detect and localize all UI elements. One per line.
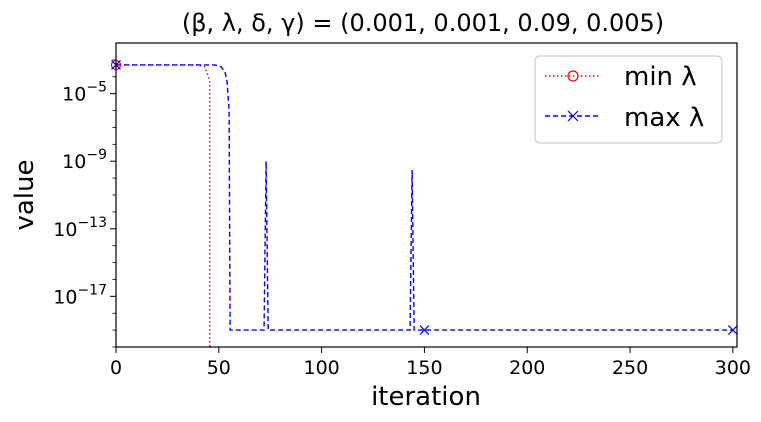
x-tick-label: 50 [207,357,231,379]
axis-ticks: 0 50 100 150 200 250 300 10−5 10−9 10−13 10−17 [53,59,751,379]
series-line-0 [116,64,211,347]
y-tick-label: 10−9 [62,147,107,173]
y-tick-label: 10−17 [53,282,107,308]
legend-marker-min [567,70,579,82]
legend-marker-max [567,110,579,122]
x-tick-label: 0 [110,357,122,379]
x-tick-label: 300 [715,357,751,379]
series-layer [116,64,733,347]
x-axis-label: iteration [371,382,481,412]
legend-box [534,55,723,144]
plot-frame [115,42,738,348]
chart-title: (β, λ, δ, γ) = (0.001, 0.001, 0.09, 0.00… [182,9,664,37]
series-marker [419,325,430,336]
legend-label-min: min λ [624,62,697,92]
x-tick-label: 250 [612,357,648,379]
legend: min λ max λ [534,55,723,144]
y-tick-label: 10−5 [62,80,107,106]
legend-label-max: max λ [624,103,704,133]
x-tick-label: 150 [406,357,442,379]
series-line-1 [116,64,733,331]
x-tick-label: 200 [509,357,545,379]
series-marker [727,325,738,336]
y-axis-label: value [10,159,40,230]
y-tick-label: 10−13 [53,215,107,241]
x-tick-label: 100 [303,357,339,379]
